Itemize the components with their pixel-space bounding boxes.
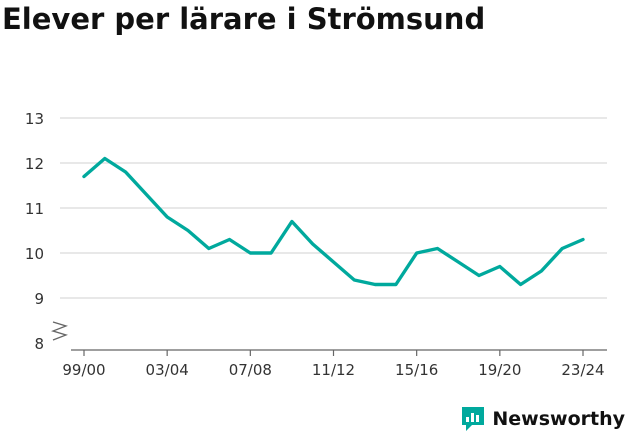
x-tick-label-11/12: 11/12 <box>312 361 355 379</box>
x-tick-label-99/00: 99/00 <box>62 361 105 379</box>
x-tick-label-07/08: 07/08 <box>229 361 272 379</box>
y-tick-label-8: 8 <box>34 335 44 353</box>
y-tick-label-10: 10 <box>25 245 44 263</box>
y-tick-label-11: 11 <box>25 200 44 218</box>
y-tick-labels: 8 9 10 11 12 13 <box>25 110 44 353</box>
x-tick-label-23/24: 23/24 <box>561 361 604 379</box>
series-layer <box>82 156 585 287</box>
brand-name: Newsworthy <box>492 408 625 430</box>
x-tick-label-19/20: 19/20 <box>478 361 521 379</box>
newsworthy-brand: Newsworthy <box>460 405 625 433</box>
y-tick-label-9: 9 <box>34 290 44 308</box>
x-tick-labels: 99/00 03/04 07/08 11/12 15/16 19/20 23/24 <box>62 361 604 379</box>
chart-title: Elever per lärare i Strömsund <box>2 2 486 36</box>
series-line-0 <box>82 156 585 287</box>
y-tick-label-12: 12 <box>25 155 44 173</box>
y-tick-label-13: 13 <box>25 110 44 128</box>
x-axis <box>51 321 607 356</box>
gridlines <box>60 117 607 299</box>
axis-break-icon <box>51 321 68 341</box>
x-tick-label-15/16: 15/16 <box>395 361 438 379</box>
x-tick-label-03/04: 03/04 <box>146 361 189 379</box>
newsworthy-logo-icon <box>462 407 485 431</box>
